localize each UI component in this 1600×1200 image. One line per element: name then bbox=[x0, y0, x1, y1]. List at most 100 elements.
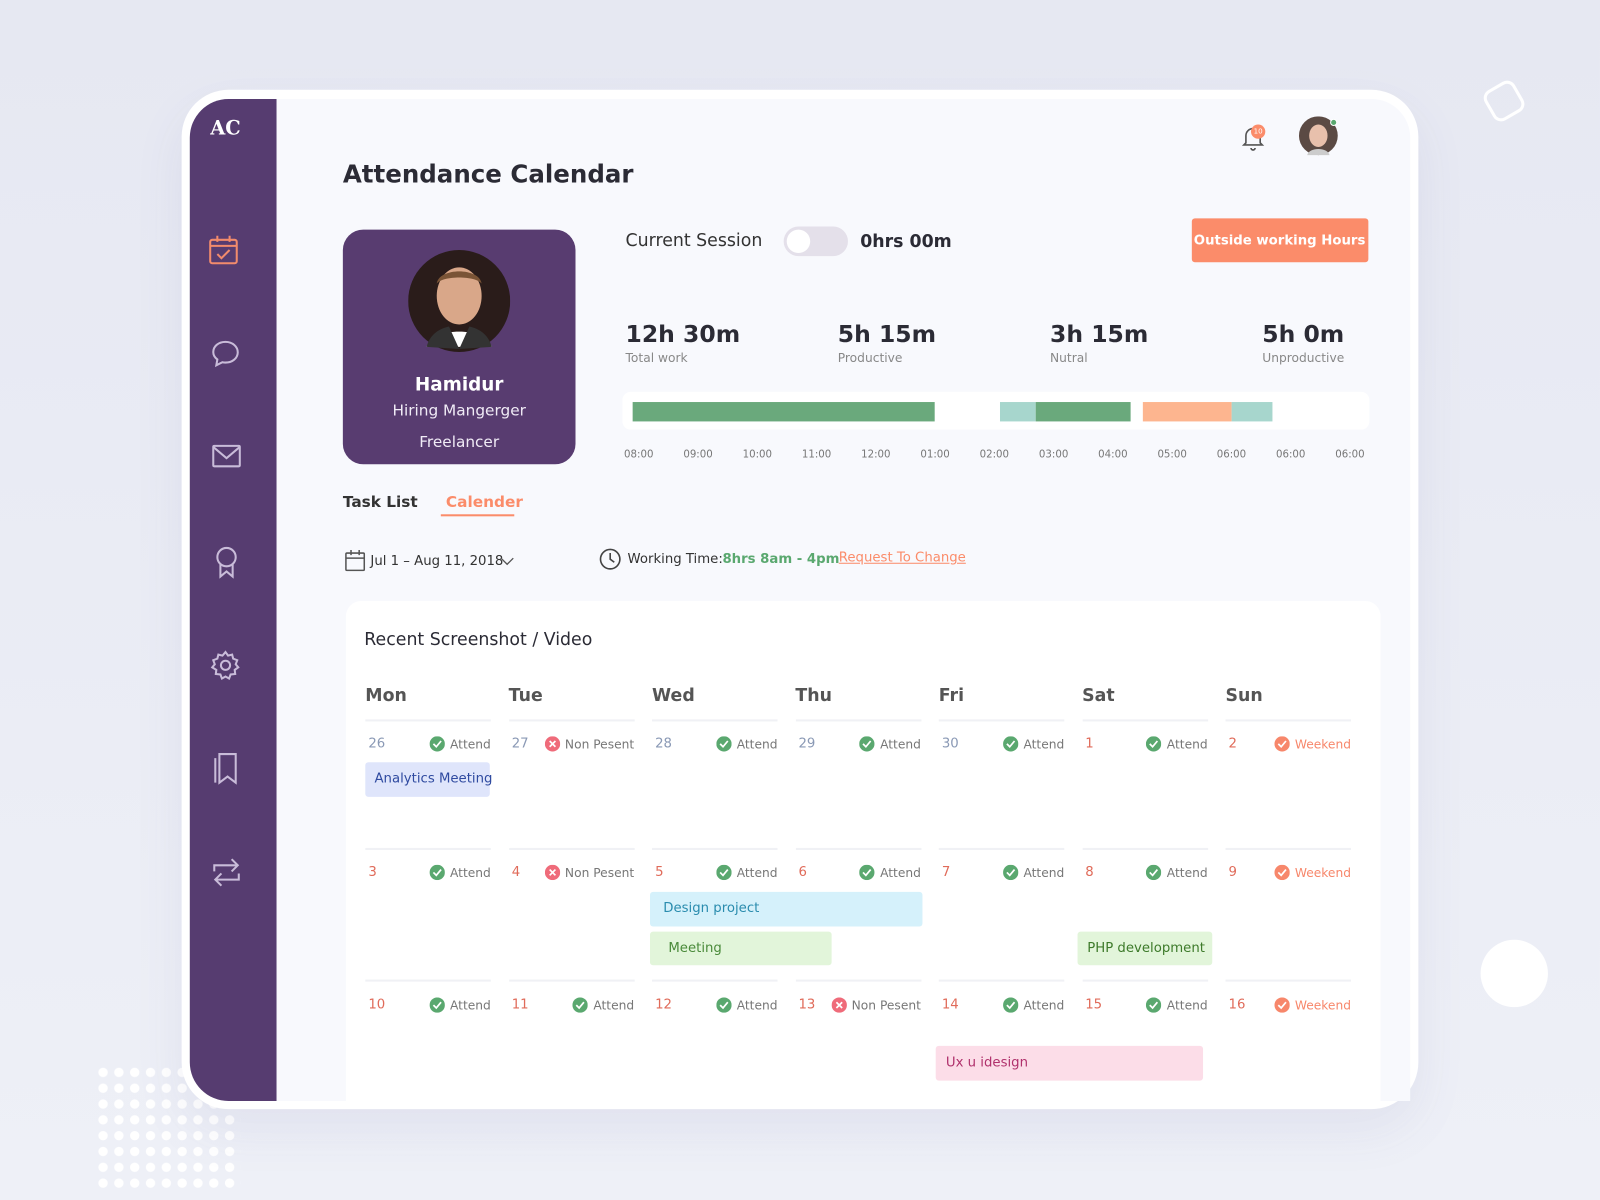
stat-label: Productive bbox=[837, 351, 903, 366]
tab-task-list[interactable]: Task List bbox=[342, 492, 418, 512]
status-icon bbox=[1003, 864, 1019, 881]
status-icon bbox=[716, 736, 732, 752]
day-number: 1 bbox=[1085, 736, 1094, 752]
nav-transfer[interactable] bbox=[211, 857, 242, 888]
day-status: Attend bbox=[1146, 997, 1208, 1013]
day-status: Attend bbox=[1146, 736, 1208, 752]
day-header: Sun bbox=[1225, 685, 1263, 707]
day-status: Weekend bbox=[1274, 864, 1351, 881]
row-rule bbox=[508, 979, 635, 982]
status-icon bbox=[1274, 997, 1290, 1013]
event[interactable]: PHP development bbox=[1077, 931, 1212, 966]
day-status: Attend bbox=[1003, 736, 1065, 752]
header-rule bbox=[1225, 719, 1352, 722]
day-number: 9 bbox=[1228, 864, 1238, 881]
timeline-tick: 11:00 bbox=[801, 449, 832, 461]
event[interactable]: Ux u idesign bbox=[935, 1045, 1204, 1081]
profile-type: Freelancer bbox=[419, 432, 500, 452]
status-text: Non Pesent bbox=[564, 865, 635, 880]
status-text: Attend bbox=[880, 736, 921, 752]
status-icon bbox=[1146, 736, 1162, 752]
status-text: Weekend bbox=[1294, 997, 1352, 1013]
nav-bookmark[interactable] bbox=[213, 752, 240, 785]
nav-mail[interactable] bbox=[211, 443, 242, 470]
event[interactable]: Design project bbox=[649, 891, 923, 927]
page-title: Attendance Calendar bbox=[342, 160, 634, 189]
day-status: Weekend bbox=[1274, 736, 1351, 752]
timeline-tick: 01:00 bbox=[920, 449, 950, 461]
stat-value: 12h 30m bbox=[625, 321, 741, 348]
header-rule bbox=[508, 719, 635, 722]
day-header: Tue bbox=[508, 685, 543, 707]
day-number: 2 bbox=[1228, 736, 1238, 752]
row-rule bbox=[508, 847, 635, 850]
event[interactable]: Analytics Meeting bbox=[365, 762, 492, 797]
day-status: Attend bbox=[716, 736, 778, 752]
day-number: 16 bbox=[1228, 997, 1246, 1013]
calendar-panel bbox=[345, 601, 1381, 1102]
nav-award[interactable] bbox=[213, 546, 240, 579]
event[interactable]: Meeting bbox=[649, 931, 832, 966]
notification-badge: 10 bbox=[1251, 124, 1266, 139]
calendar-title: Recent Screenshot / Video bbox=[364, 629, 593, 650]
day-status: Attend bbox=[859, 736, 921, 752]
day-status: Attend bbox=[1146, 864, 1208, 881]
row-rule bbox=[365, 847, 491, 850]
clock-icon bbox=[599, 548, 621, 570]
status-icon bbox=[429, 864, 445, 881]
day-header: Sat bbox=[1082, 685, 1115, 707]
timeline-segment bbox=[1142, 402, 1232, 422]
day-number: 7 bbox=[941, 864, 951, 881]
deco-circle bbox=[1480, 939, 1548, 1008]
day-number: 6 bbox=[798, 864, 807, 881]
status-text: Attend bbox=[736, 997, 778, 1013]
status-text: Attend bbox=[1023, 865, 1065, 880]
nav-chat[interactable] bbox=[210, 339, 241, 370]
user-avatar[interactable] bbox=[1298, 116, 1340, 157]
timeline-tick: 06:00 bbox=[1216, 449, 1247, 461]
day-header: Mon bbox=[365, 685, 407, 707]
nav-settings[interactable] bbox=[210, 650, 241, 681]
session-toggle[interactable] bbox=[783, 226, 848, 257]
header-rule bbox=[652, 719, 778, 722]
request-link[interactable]: Request To Change bbox=[838, 550, 966, 566]
stat-value: 5h 15m bbox=[837, 321, 937, 348]
status-icon bbox=[1003, 736, 1019, 752]
date-range[interactable]: Jul 1 – Aug 11, 2018 bbox=[370, 553, 504, 569]
date-chevron[interactable] bbox=[500, 556, 514, 566]
day-status: Attend bbox=[716, 997, 778, 1013]
stat-value: 5h 0m bbox=[1262, 321, 1345, 348]
status-text: Attend bbox=[1023, 736, 1065, 752]
profile-name: Hamidur bbox=[414, 373, 504, 396]
timeline-tick: 06:00 bbox=[1335, 449, 1365, 461]
row-rule bbox=[795, 979, 921, 982]
timeline-tick: 05:00 bbox=[1157, 449, 1187, 461]
status-icon bbox=[1146, 997, 1162, 1013]
header-rule bbox=[938, 719, 1065, 722]
status-icon bbox=[831, 997, 847, 1013]
day-status: Attend bbox=[1003, 864, 1065, 881]
working-value: 8hrs 8am - 4pm bbox=[722, 551, 840, 567]
day-number: 27 bbox=[511, 736, 529, 752]
row-rule bbox=[365, 979, 491, 982]
nav-calendar[interactable] bbox=[208, 235, 239, 266]
row-rule bbox=[795, 847, 921, 850]
timeline-segment bbox=[1000, 402, 1036, 422]
day-number: 14 bbox=[941, 997, 959, 1013]
status-text: Attend bbox=[1166, 736, 1208, 752]
outside-hours-button[interactable]: Outside working Hours bbox=[1191, 218, 1369, 263]
timeline-tick: 10:00 bbox=[742, 449, 773, 461]
day-number: 29 bbox=[798, 736, 816, 752]
working-label: Working Time: bbox=[627, 551, 723, 567]
timeline-tick: 09:00 bbox=[683, 449, 713, 461]
status-icon bbox=[429, 997, 445, 1013]
day-number: 5 bbox=[655, 864, 664, 881]
status-icon bbox=[859, 736, 875, 752]
tab-underline bbox=[440, 514, 515, 517]
status-icon bbox=[544, 864, 560, 881]
tab-calendar[interactable]: Calender bbox=[445, 492, 523, 512]
brand: AC bbox=[210, 117, 241, 140]
status-icon bbox=[859, 864, 875, 881]
day-status: Attend bbox=[859, 864, 921, 881]
